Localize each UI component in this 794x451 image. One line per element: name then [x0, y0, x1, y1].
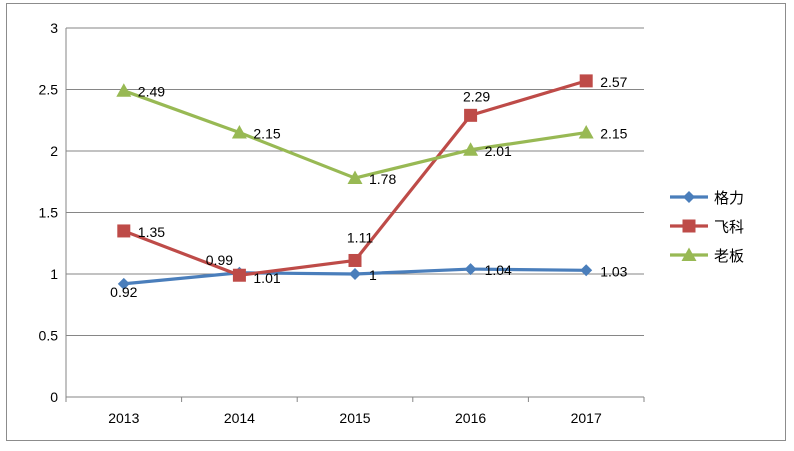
data-point-marker [117, 277, 130, 290]
data-point-marker [231, 125, 247, 139]
y-tick-label: 1 [50, 266, 58, 282]
y-tick-label: 3 [50, 20, 58, 36]
data-point-marker [116, 83, 132, 97]
legend-label: 格力 [714, 189, 744, 207]
legend-item-1: 飞科 [670, 218, 744, 236]
legend-item-2: 老板 [670, 247, 744, 265]
chart-frame: 0 0.5 1 1.5 2 2.5 3 2013 2014 2015 2016 2017 0.92 1.0… [6, 3, 786, 441]
data-point-marker [579, 74, 593, 88]
data-label: 1 [369, 267, 377, 283]
data-point-marker [580, 264, 593, 277]
x-tick-label: 2015 [339, 410, 370, 426]
data-label: 1.01 [253, 270, 280, 286]
y-tick-label: 1.5 [39, 205, 59, 221]
data-label: 1.35 [138, 224, 165, 240]
line-chart: 0 0.5 1 1.5 2 2.5 3 2013 2014 2015 2016 2017 0.92 1.0… [39, 20, 744, 426]
data-point-marker [578, 125, 594, 139]
legend-marker [683, 191, 695, 203]
legend-label: 飞科 [714, 218, 744, 236]
data-label: 2.15 [600, 126, 627, 142]
data-point-marker [349, 268, 361, 280]
data-point-marker [347, 170, 363, 185]
data-label: 2.01 [485, 143, 512, 159]
data-label: 2.57 [600, 74, 627, 90]
series-line [123, 89, 587, 180]
data-point-marker [464, 263, 477, 276]
legend-marker [682, 219, 696, 233]
data-label: 1.04 [485, 262, 512, 278]
x-tick-label: 2017 [571, 410, 602, 426]
data-label: 1.78 [369, 171, 396, 187]
data-label: 0.99 [206, 252, 233, 268]
data-label: 0.92 [110, 284, 137, 300]
data-label: 1.03 [600, 263, 627, 279]
data-point-marker [348, 253, 362, 267]
legend-marker [681, 247, 697, 261]
series-2 [123, 89, 587, 180]
data-point-marker [117, 224, 131, 238]
y-tick-label: 2 [50, 143, 58, 159]
y-tick-label: 2.5 [39, 82, 59, 98]
x-tick-label: 2016 [455, 410, 486, 426]
data-point-marker [464, 108, 478, 122]
data-label: 2.15 [253, 126, 280, 142]
data-label: 2.29 [463, 88, 490, 104]
y-tick-label: 0 [50, 389, 58, 405]
data-label: 2.49 [138, 84, 165, 100]
data-label: 1.11 [347, 229, 373, 245]
x-tick-label: 2014 [224, 410, 255, 426]
legend-item-0: 格力 [670, 189, 744, 207]
y-tick-label: 0.5 [39, 328, 59, 344]
data-point-marker [463, 142, 479, 156]
legend-label: 老板 [714, 247, 744, 265]
x-tick-label: 2013 [108, 410, 139, 426]
data-point-marker [232, 268, 246, 282]
